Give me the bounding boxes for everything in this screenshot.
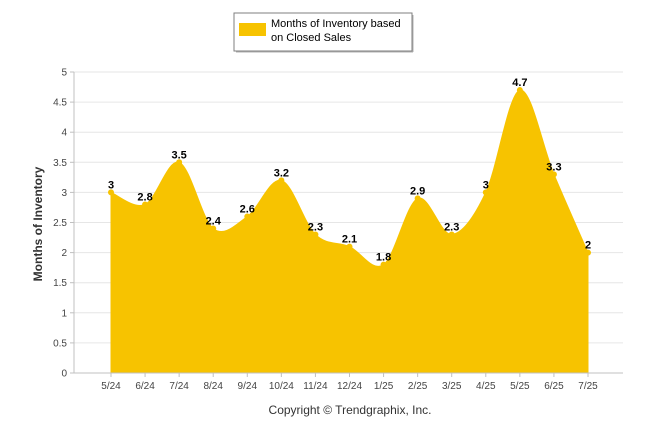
- data-label: 2.6: [240, 203, 255, 215]
- data-label: 3: [483, 179, 489, 191]
- data-label: 2.9: [410, 185, 425, 197]
- data-point[interactable]: [550, 171, 557, 178]
- data-point[interactable]: [482, 189, 489, 196]
- data-point[interactable]: [210, 225, 217, 232]
- y-tick-label: 3.5: [53, 158, 67, 169]
- data-point[interactable]: [516, 87, 523, 94]
- legend-label-line-2: on Closed Sales: [271, 32, 352, 44]
- x-tick-labels: 5/24 6/24 7/24 8/24 9/24 10/24 11/24 12/24 1/25 2…: [101, 373, 598, 392]
- y-tick-label: 2: [61, 248, 67, 259]
- data-point[interactable]: [244, 213, 251, 220]
- y-tick-label: 2.5: [53, 218, 67, 229]
- x-tick-label: 12/24: [337, 381, 362, 392]
- y-tick-label: 4: [61, 128, 67, 139]
- x-tick-label: 2/25: [408, 381, 428, 392]
- data-label: 4.7: [512, 77, 527, 89]
- data-label: 3.5: [171, 149, 186, 161]
- data-label: 3.3: [546, 161, 561, 173]
- y-axis-title: Months of Inventory: [31, 166, 45, 281]
- x-tick-label: 11/24: [303, 381, 328, 392]
- x-tick-label: 3/25: [442, 381, 462, 392]
- data-point[interactable]: [312, 231, 319, 238]
- data-point[interactable]: [278, 177, 285, 184]
- area-series: [108, 87, 591, 374]
- legend[interactable]: Months of Inventory based on Closed Sale…: [233, 12, 414, 53]
- data-labels: 3 2.8 3.5 2.4 2.6 3.2 2.3 2.1 1.8 2.9 2.3 3 4.7 3.3 2: [108, 77, 591, 264]
- x-tick-label: 5/24: [101, 381, 121, 392]
- x-tick-label: 10/24: [269, 381, 294, 392]
- data-point[interactable]: [414, 195, 421, 202]
- data-label: 2.1: [342, 234, 357, 246]
- data-point[interactable]: [585, 249, 591, 256]
- legend-swatch: [239, 23, 266, 36]
- x-tick-label: 1/25: [374, 381, 394, 392]
- data-label: 1.8: [376, 252, 391, 264]
- x-tick-label: 6/24: [135, 381, 155, 392]
- y-tick-label: 3: [61, 188, 67, 199]
- data-label: 2.8: [137, 191, 152, 203]
- data-point[interactable]: [380, 261, 387, 268]
- y-tick-labels: 0 0.5 1 1.5 2 2.5 3 3.5 4 4.5 5: [53, 68, 74, 380]
- data-point[interactable]: [142, 201, 149, 208]
- y-tick-label: 4.5: [53, 98, 67, 109]
- x-tick-label: 7/25: [578, 381, 598, 392]
- x-tick-label: 5/25: [510, 381, 530, 392]
- data-label: 3.2: [274, 167, 289, 179]
- y-tick-label: 1: [61, 308, 67, 319]
- legend-label-line-1: Months of Inventory based: [271, 18, 401, 30]
- data-label: 2: [585, 240, 591, 252]
- x-tick-label: 7/24: [169, 381, 189, 392]
- data-label: 3: [108, 179, 114, 191]
- data-point[interactable]: [176, 159, 183, 166]
- x-tick-label: 6/25: [544, 381, 564, 392]
- y-tick-label: 1.5: [53, 278, 67, 289]
- area-fill: [110, 89, 589, 374]
- data-point[interactable]: [346, 243, 353, 250]
- data-label: 2.3: [308, 222, 323, 234]
- data-point[interactable]: [108, 189, 114, 196]
- y-tick-label: 0: [61, 369, 67, 380]
- x-tick-label: 9/24: [238, 381, 258, 392]
- y-tick-label: 5: [61, 68, 67, 79]
- copyright-text: Copyright © Trendgraphix, Inc.: [269, 403, 432, 417]
- data-label: 2.4: [206, 216, 222, 228]
- data-point[interactable]: [448, 231, 455, 238]
- x-tick-label: 4/25: [476, 381, 496, 392]
- y-tick-label: 0.5: [53, 338, 67, 349]
- data-label: 2.3: [444, 222, 459, 234]
- x-tick-label: 8/24: [203, 381, 223, 392]
